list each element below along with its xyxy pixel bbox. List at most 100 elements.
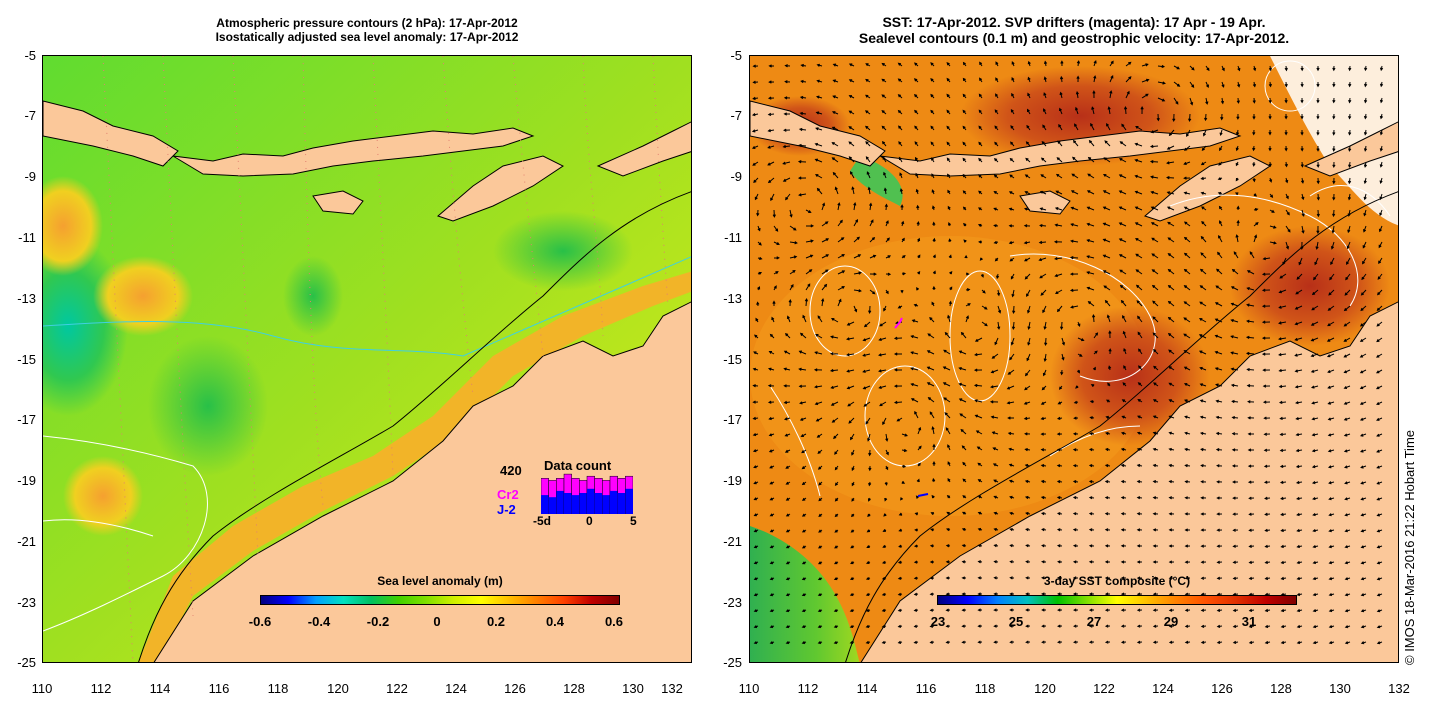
velocity-arrow xyxy=(1102,190,1111,195)
velocity-arrow xyxy=(782,144,791,149)
velocity-arrow xyxy=(1121,415,1127,419)
velocity-arrow xyxy=(1040,174,1047,179)
velocity-arrow xyxy=(1278,384,1287,389)
velocity-arrow xyxy=(1327,305,1335,311)
velocity-arrow xyxy=(1312,641,1319,645)
velocity-arrow xyxy=(993,157,999,163)
velocity-arrow xyxy=(878,369,887,373)
velocity-arrow xyxy=(1379,161,1383,168)
velocity-arrow xyxy=(1024,495,1031,500)
velocity-arrow xyxy=(1248,512,1255,516)
velocity-arrow xyxy=(1284,129,1288,136)
velocity-arrow xyxy=(960,331,967,339)
velocity-arrow xyxy=(1072,592,1078,596)
left-xtick: 110 xyxy=(31,681,53,696)
velocity-arrow xyxy=(901,255,906,259)
velocity-arrow xyxy=(948,222,952,227)
velocity-arrow xyxy=(1294,353,1303,357)
velocity-arrow xyxy=(1092,90,1096,99)
velocity-arrow xyxy=(997,321,1001,330)
velocity-arrow xyxy=(752,400,759,404)
velocity-arrow xyxy=(1294,385,1303,389)
velocity-arrow xyxy=(961,560,967,564)
velocity-arrow xyxy=(1056,512,1063,516)
velocity-arrow xyxy=(1008,191,1015,195)
velocity-arrow xyxy=(837,219,843,227)
velocity-arrow xyxy=(1201,206,1207,211)
velocity-arrow xyxy=(961,608,967,612)
velocity-arrow xyxy=(1284,145,1288,152)
velocity-arrow xyxy=(1173,97,1179,105)
velocity-arrow xyxy=(1379,177,1383,185)
velocity-arrow xyxy=(1184,528,1190,532)
velocity-arrow xyxy=(1363,177,1367,185)
velocity-arrow xyxy=(1253,234,1258,243)
velocity-arrow xyxy=(993,207,999,211)
velocity-arrow xyxy=(1054,207,1063,211)
velocity-arrow xyxy=(769,625,775,629)
velocity-arrow xyxy=(789,284,794,291)
island-chain-nusa-tenggara xyxy=(172,127,535,177)
velocity-arrow xyxy=(945,544,951,548)
velocity-arrow xyxy=(1041,576,1047,580)
velocity-arrow xyxy=(1104,480,1111,484)
velocity-arrow xyxy=(929,560,934,564)
anomaly-low-centre xyxy=(148,336,268,476)
velocity-arrow xyxy=(1348,161,1352,169)
velocity-arrow xyxy=(1332,129,1336,136)
velocity-arrow xyxy=(1295,480,1303,485)
velocity-arrow xyxy=(834,465,839,471)
left-map[interactable] xyxy=(42,55,692,663)
velocity-arrow xyxy=(1296,528,1303,533)
velocity-arrow xyxy=(1102,173,1111,179)
velocity-arrow xyxy=(1200,191,1207,195)
velocity-arrow xyxy=(834,545,839,549)
right-map[interactable] xyxy=(749,55,1399,663)
velocity-arrow xyxy=(1278,337,1287,341)
velocity-arrow xyxy=(752,96,759,101)
velocity-arrow xyxy=(962,125,967,131)
velocity-arrow xyxy=(1077,353,1083,357)
velocity-arrow xyxy=(1199,268,1207,275)
velocity-arrow xyxy=(833,624,839,629)
velocity-arrow xyxy=(1184,496,1191,500)
velocity-arrow xyxy=(1043,321,1047,330)
velocity-arrow xyxy=(948,238,952,243)
velocity-arrow xyxy=(788,299,792,307)
velocity-arrow xyxy=(817,593,823,597)
velocity-arrow xyxy=(1137,315,1143,323)
velocity-arrow xyxy=(1346,257,1351,265)
island-sumba xyxy=(312,190,364,215)
velocity-arrow xyxy=(897,640,903,644)
velocity-arrow xyxy=(1363,113,1368,120)
right-colorbar xyxy=(937,595,1297,605)
velocity-arrow xyxy=(958,398,967,403)
velocity-arrow xyxy=(1168,382,1175,387)
velocity-arrow xyxy=(1040,401,1047,405)
velocity-arrow xyxy=(1103,285,1111,291)
velocity-arrow xyxy=(1279,448,1287,452)
velocity-arrow xyxy=(853,202,857,211)
velocity-arrow xyxy=(932,254,936,259)
right-xtick: 122 xyxy=(1093,681,1115,696)
velocity-arrow xyxy=(1156,113,1160,122)
velocity-arrow xyxy=(1104,512,1111,516)
velocity-arrow xyxy=(1023,241,1031,245)
velocity-arrow xyxy=(1252,129,1256,136)
velocity-arrow xyxy=(1025,511,1031,516)
velocity-arrow xyxy=(1230,335,1239,339)
velocity-arrow xyxy=(1070,190,1079,195)
velocity-arrow xyxy=(962,190,967,195)
velocity-arrow xyxy=(1348,145,1352,152)
velocity-arrow xyxy=(816,79,823,83)
dc-bar-j2 xyxy=(564,493,572,514)
velocity-arrow xyxy=(769,465,775,469)
velocity-arrow xyxy=(799,417,807,421)
velocity-arrow xyxy=(1219,145,1223,152)
velocity-arrow xyxy=(981,321,988,327)
velocity-arrow xyxy=(801,529,807,533)
velocity-arrow xyxy=(914,156,919,163)
velocity-arrow xyxy=(1249,251,1255,259)
velocity-arrow xyxy=(1118,254,1127,259)
velocity-arrow xyxy=(1184,512,1191,516)
